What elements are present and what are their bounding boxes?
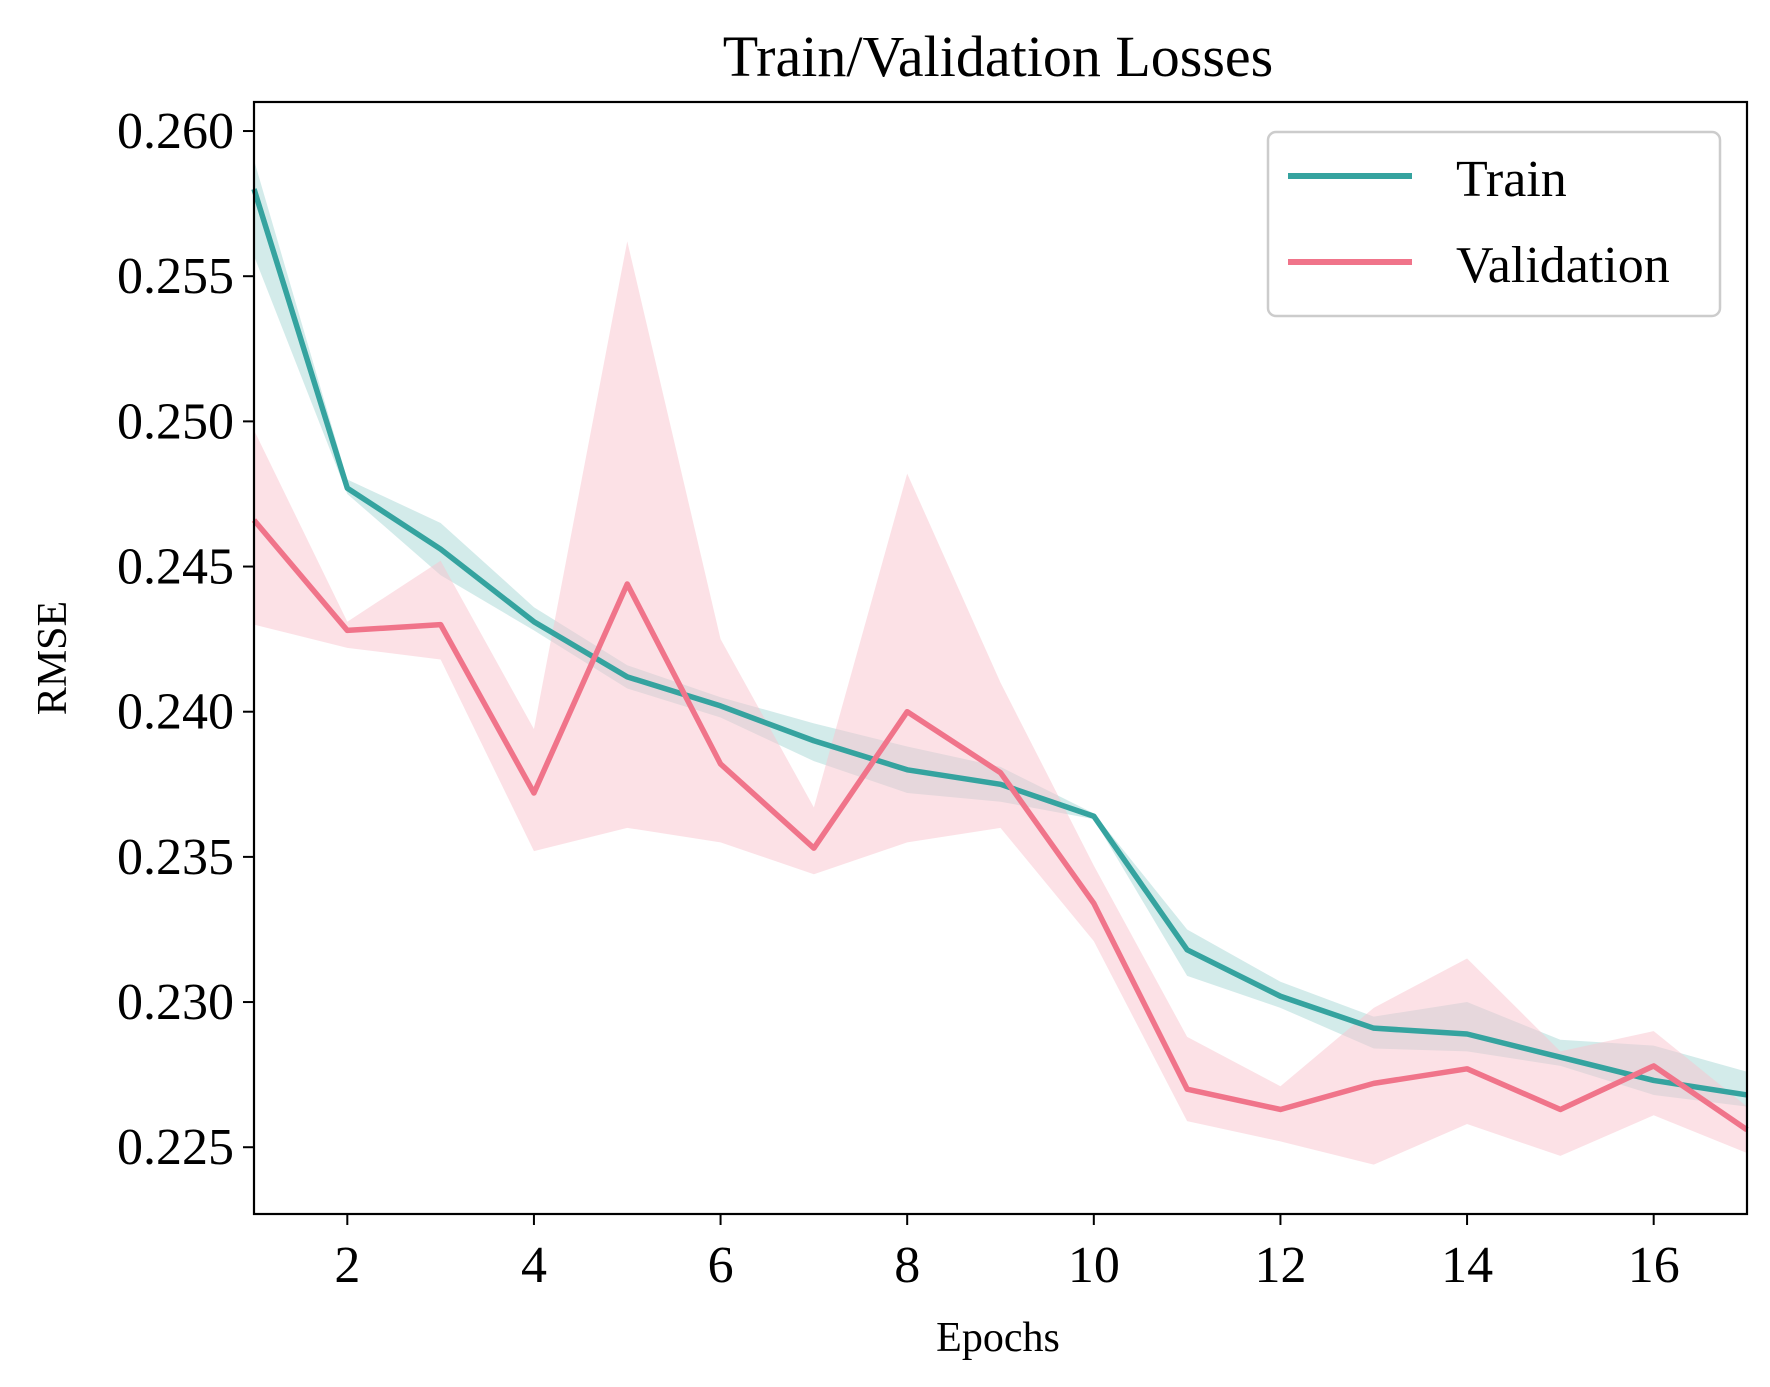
- y-axis: 0.225 0.230 0.235 0.240 0.245 0.250 0.255 0.260: [117, 103, 254, 1176]
- legend-label-validation: Validation: [1456, 237, 1670, 294]
- x-tick-label: 4: [521, 1237, 547, 1294]
- y-tick-label: 0.260: [117, 103, 234, 160]
- y-tick-label: 0.240: [117, 684, 234, 741]
- x-axis: 2 4 6 8 10 12 14 16: [334, 1214, 1680, 1294]
- y-tick-label: 0.235: [117, 829, 234, 886]
- x-tick-label: 14: [1441, 1237, 1493, 1294]
- x-tick-label: 16: [1628, 1237, 1680, 1294]
- y-tick-label: 0.225: [117, 1119, 234, 1176]
- y-tick-label: 0.245: [117, 539, 234, 596]
- legend: Train Validation: [1266, 130, 1722, 318]
- chart-title: Train/Validation Losses: [723, 24, 1273, 89]
- y-tick-label: 0.230: [117, 974, 234, 1031]
- x-tick-label: 12: [1254, 1237, 1306, 1294]
- y-tick-label: 0.255: [117, 248, 234, 305]
- x-tick-label: 10: [1068, 1237, 1120, 1294]
- x-tick-label: 8: [894, 1237, 920, 1294]
- legend-label-train: Train: [1456, 151, 1567, 208]
- x-tick-label: 6: [708, 1237, 734, 1294]
- plot-area: [251, 160, 1749, 1165]
- x-axis-label: Epochs: [936, 1315, 1060, 1361]
- plot-frame: [252, 100, 1749, 1216]
- y-axis-label: RMSE: [30, 601, 76, 715]
- line-validation: [251, 518, 1749, 1133]
- line-train: [251, 188, 1748, 1098]
- x-tick-label: 2: [334, 1237, 360, 1294]
- band-validation: [254, 241, 1747, 1165]
- series-lines: [251, 188, 1749, 1133]
- y-tick-label: 0.250: [117, 393, 234, 450]
